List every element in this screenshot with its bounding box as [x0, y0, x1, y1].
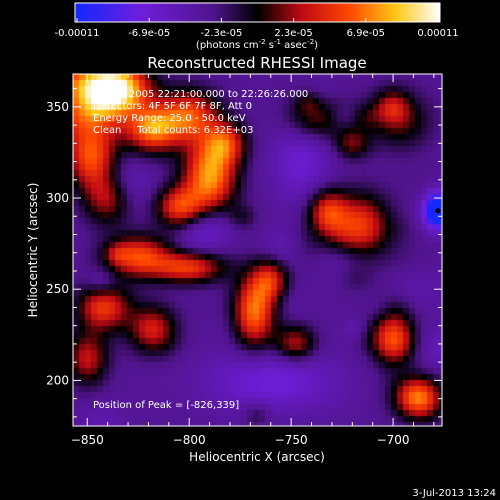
colorbar-unit-label: (photons cm-2 s-1 asec-2) — [196, 38, 318, 51]
y-tick-label: 250 — [46, 282, 69, 296]
colorbar-tick-label: 6.9e-05 — [347, 28, 385, 39]
annotation-clean: Clean Total counts: 6.32E+03 — [93, 125, 253, 136]
annotation-time: 11-Jan-2005 22:21:00.000 to 22:26:26.000 — [93, 89, 308, 100]
colorbar-tick-label: 0.00011 — [417, 28, 458, 39]
peak-marker — [435, 208, 441, 214]
colorbar-tick-label: -6.9e-05 — [128, 28, 170, 39]
colorbar-tick-label: 2.3e-05 — [274, 28, 312, 39]
annotation-energy: Energy Range: 25.0 - 50.0 keV — [93, 113, 246, 124]
chart-title: Reconstructed RHESSI Image — [147, 54, 366, 72]
y-axis-label: Heliocentric Y (arcsec) — [26, 183, 40, 318]
colorbar-ticks: -0.00011 -6.9e-05 -2.3e-05 2.3e-05 6.9e-05 0.… — [55, 18, 459, 39]
y-tick-label: 200 — [46, 373, 69, 387]
colorbar-frame — [74, 2, 441, 23]
colorbar-tick-label: -0.00011 — [55, 28, 100, 39]
axis-ticks: −850 −800 −750 −700 200 250 300 350 — [46, 74, 442, 447]
x-tick-label: −800 — [173, 433, 206, 447]
peak-position-label: Position of Peak = [-826,339] — [93, 400, 239, 411]
annotation-detectors: Detectors: 4F 5F 6F 7F 8F, Att 0 — [93, 101, 252, 112]
annotation-block: 11-Jan-2005 22:21:00.000 to 22:26:26.000… — [93, 89, 308, 136]
x-tick-label: −850 — [71, 433, 104, 447]
plot-frame — [72, 73, 443, 427]
x-tick-label: −750 — [275, 433, 308, 447]
x-tick-label: −700 — [377, 433, 410, 447]
y-tick-label: 300 — [46, 191, 69, 205]
colorbar-tick-label: -2.3e-05 — [200, 28, 242, 39]
x-axis-label: Heliocentric X (arcsec) — [189, 450, 325, 464]
timestamp: 3-Jul-2013 13:24 — [412, 488, 496, 499]
y-tick-label: 350 — [46, 100, 69, 114]
peak-marker-dot — [435, 208, 441, 214]
